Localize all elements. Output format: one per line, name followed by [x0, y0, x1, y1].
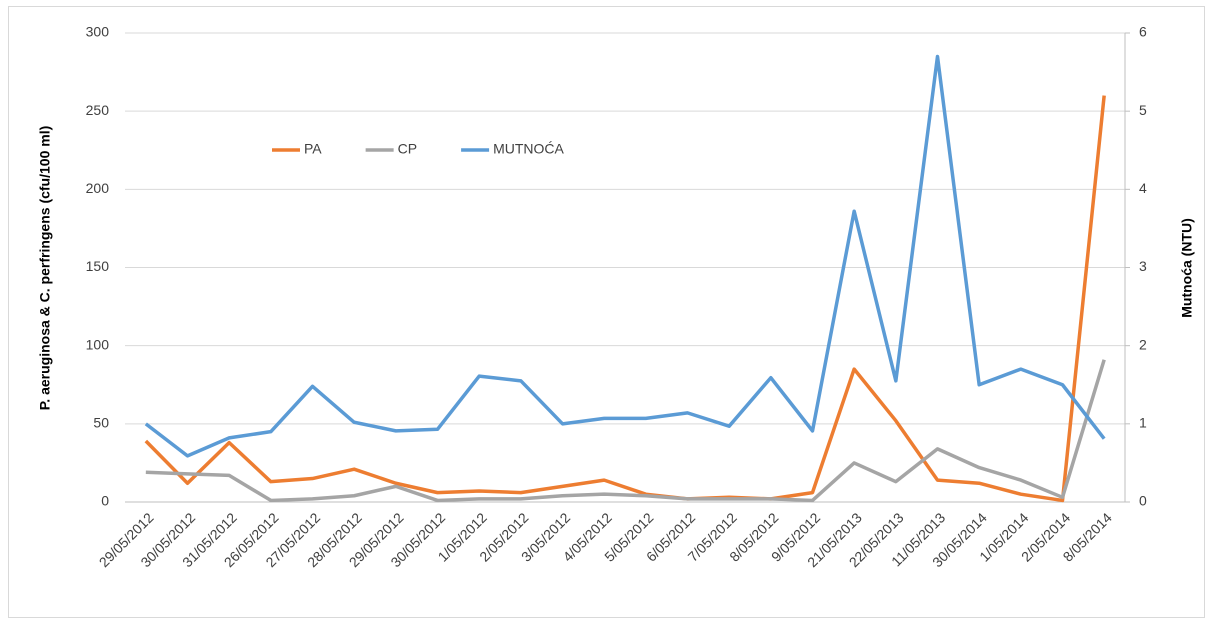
y-tick-label: 200: [86, 180, 110, 196]
y-tick-label: 100: [86, 336, 110, 352]
y2-tick-label: 2: [1139, 336, 1147, 352]
legend-label: CP: [398, 141, 417, 157]
y-tick-label: 0: [101, 493, 109, 509]
y-tick-label: 250: [86, 102, 110, 118]
y-tick-label: 300: [86, 24, 110, 40]
y2-tick-label: 3: [1139, 258, 1147, 274]
y-tick-label: 150: [86, 258, 110, 274]
y2-axis-title: Mutnoća (NTU): [1179, 218, 1195, 318]
line-series: [145, 359, 1106, 503]
y-axis-title: P. aeruginosa & C. perfringens (cfu/100 …: [37, 126, 53, 410]
chart-border: [8, 6, 1205, 618]
y2-tick-label: 5: [1139, 102, 1147, 118]
y2-tick-label: 1: [1139, 415, 1147, 431]
y2-tick-label: 6: [1139, 24, 1147, 40]
legend-label: MUTNOĆA: [493, 141, 564, 157]
line-series: [144, 95, 1106, 503]
line-series: [144, 54, 1106, 458]
y2-tick-label: 0: [1139, 493, 1147, 509]
legend-label: PA: [304, 141, 322, 157]
y-tick-label: 50: [93, 415, 109, 431]
y2-tick-label: 4: [1139, 180, 1147, 196]
